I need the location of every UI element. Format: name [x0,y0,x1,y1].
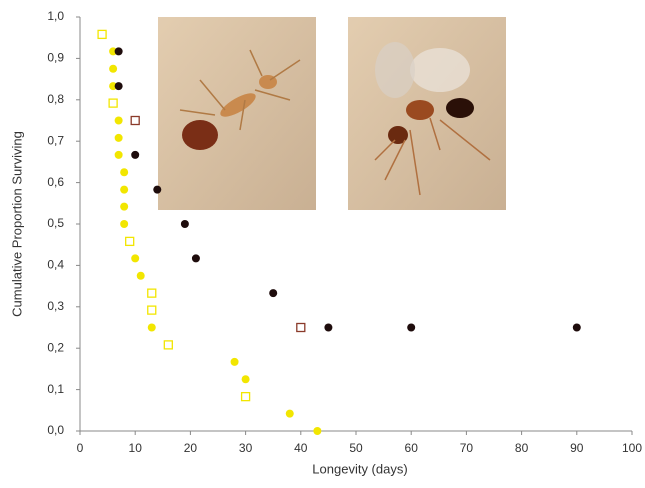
data-point [115,151,123,159]
x-tick-label: 40 [294,441,308,455]
x-tick-label: 10 [129,441,143,455]
y-tick-label: 1,0 [47,9,64,23]
y-tick-label: 0,7 [47,133,64,147]
data-point [131,254,139,262]
data-point [120,203,128,211]
photo-worker-ant [158,17,316,210]
y-tick-label: 0,8 [47,92,64,106]
data-point [573,324,581,332]
data-point [269,289,277,297]
x-tick-label: 20 [184,441,198,455]
data-point [131,151,139,159]
data-point [148,306,156,314]
photo-winged-ant [348,17,506,210]
data-point [164,341,172,349]
y-tick-label: 0,6 [47,175,64,189]
data-point [192,254,200,262]
x-tick-label: 80 [515,441,529,455]
y-tick-label: 0,4 [47,258,64,272]
x-tick-label: 100 [622,441,642,455]
chart: Longevity (days) Cumulative Proportion S… [0,0,645,483]
y-tick-label: 0,9 [47,51,64,65]
data-point [407,324,415,332]
y-tick-label: 0,5 [47,216,64,230]
data-point [181,220,189,228]
data-point [98,30,106,38]
data-point [115,117,123,125]
data-point [115,134,123,142]
data-point [137,272,145,280]
data-point [297,324,305,332]
data-point [242,375,250,383]
data-point [153,186,161,194]
y-axis-label: Cumulative Proportion Surviving [9,131,24,317]
y-tick-label: 0,1 [47,382,64,396]
x-tick-label: 0 [77,441,84,455]
data-point [120,168,128,176]
data-point [313,427,321,435]
data-point [126,237,134,245]
data-point [120,186,128,194]
data-point [286,410,294,418]
data-point [242,393,250,401]
x-axis-label: Longevity (days) [312,461,407,476]
data-point [109,65,117,73]
x-tick-label: 60 [405,441,419,455]
data-point [131,117,139,125]
x-tick-label: 30 [239,441,253,455]
data-point [115,47,123,55]
data-point [109,99,117,107]
data-point [231,358,239,366]
data-point [148,289,156,297]
data-point [324,324,332,332]
y-tick-label: 0,3 [47,299,64,313]
data-point [120,220,128,228]
x-tick-label: 70 [460,441,474,455]
x-tick-label: 90 [570,441,584,455]
data-point [148,324,156,332]
x-tick-label: 50 [349,441,363,455]
y-tick-label: 0,2 [47,340,64,354]
data-point [115,82,123,90]
y-tick-label: 0,0 [47,423,64,437]
